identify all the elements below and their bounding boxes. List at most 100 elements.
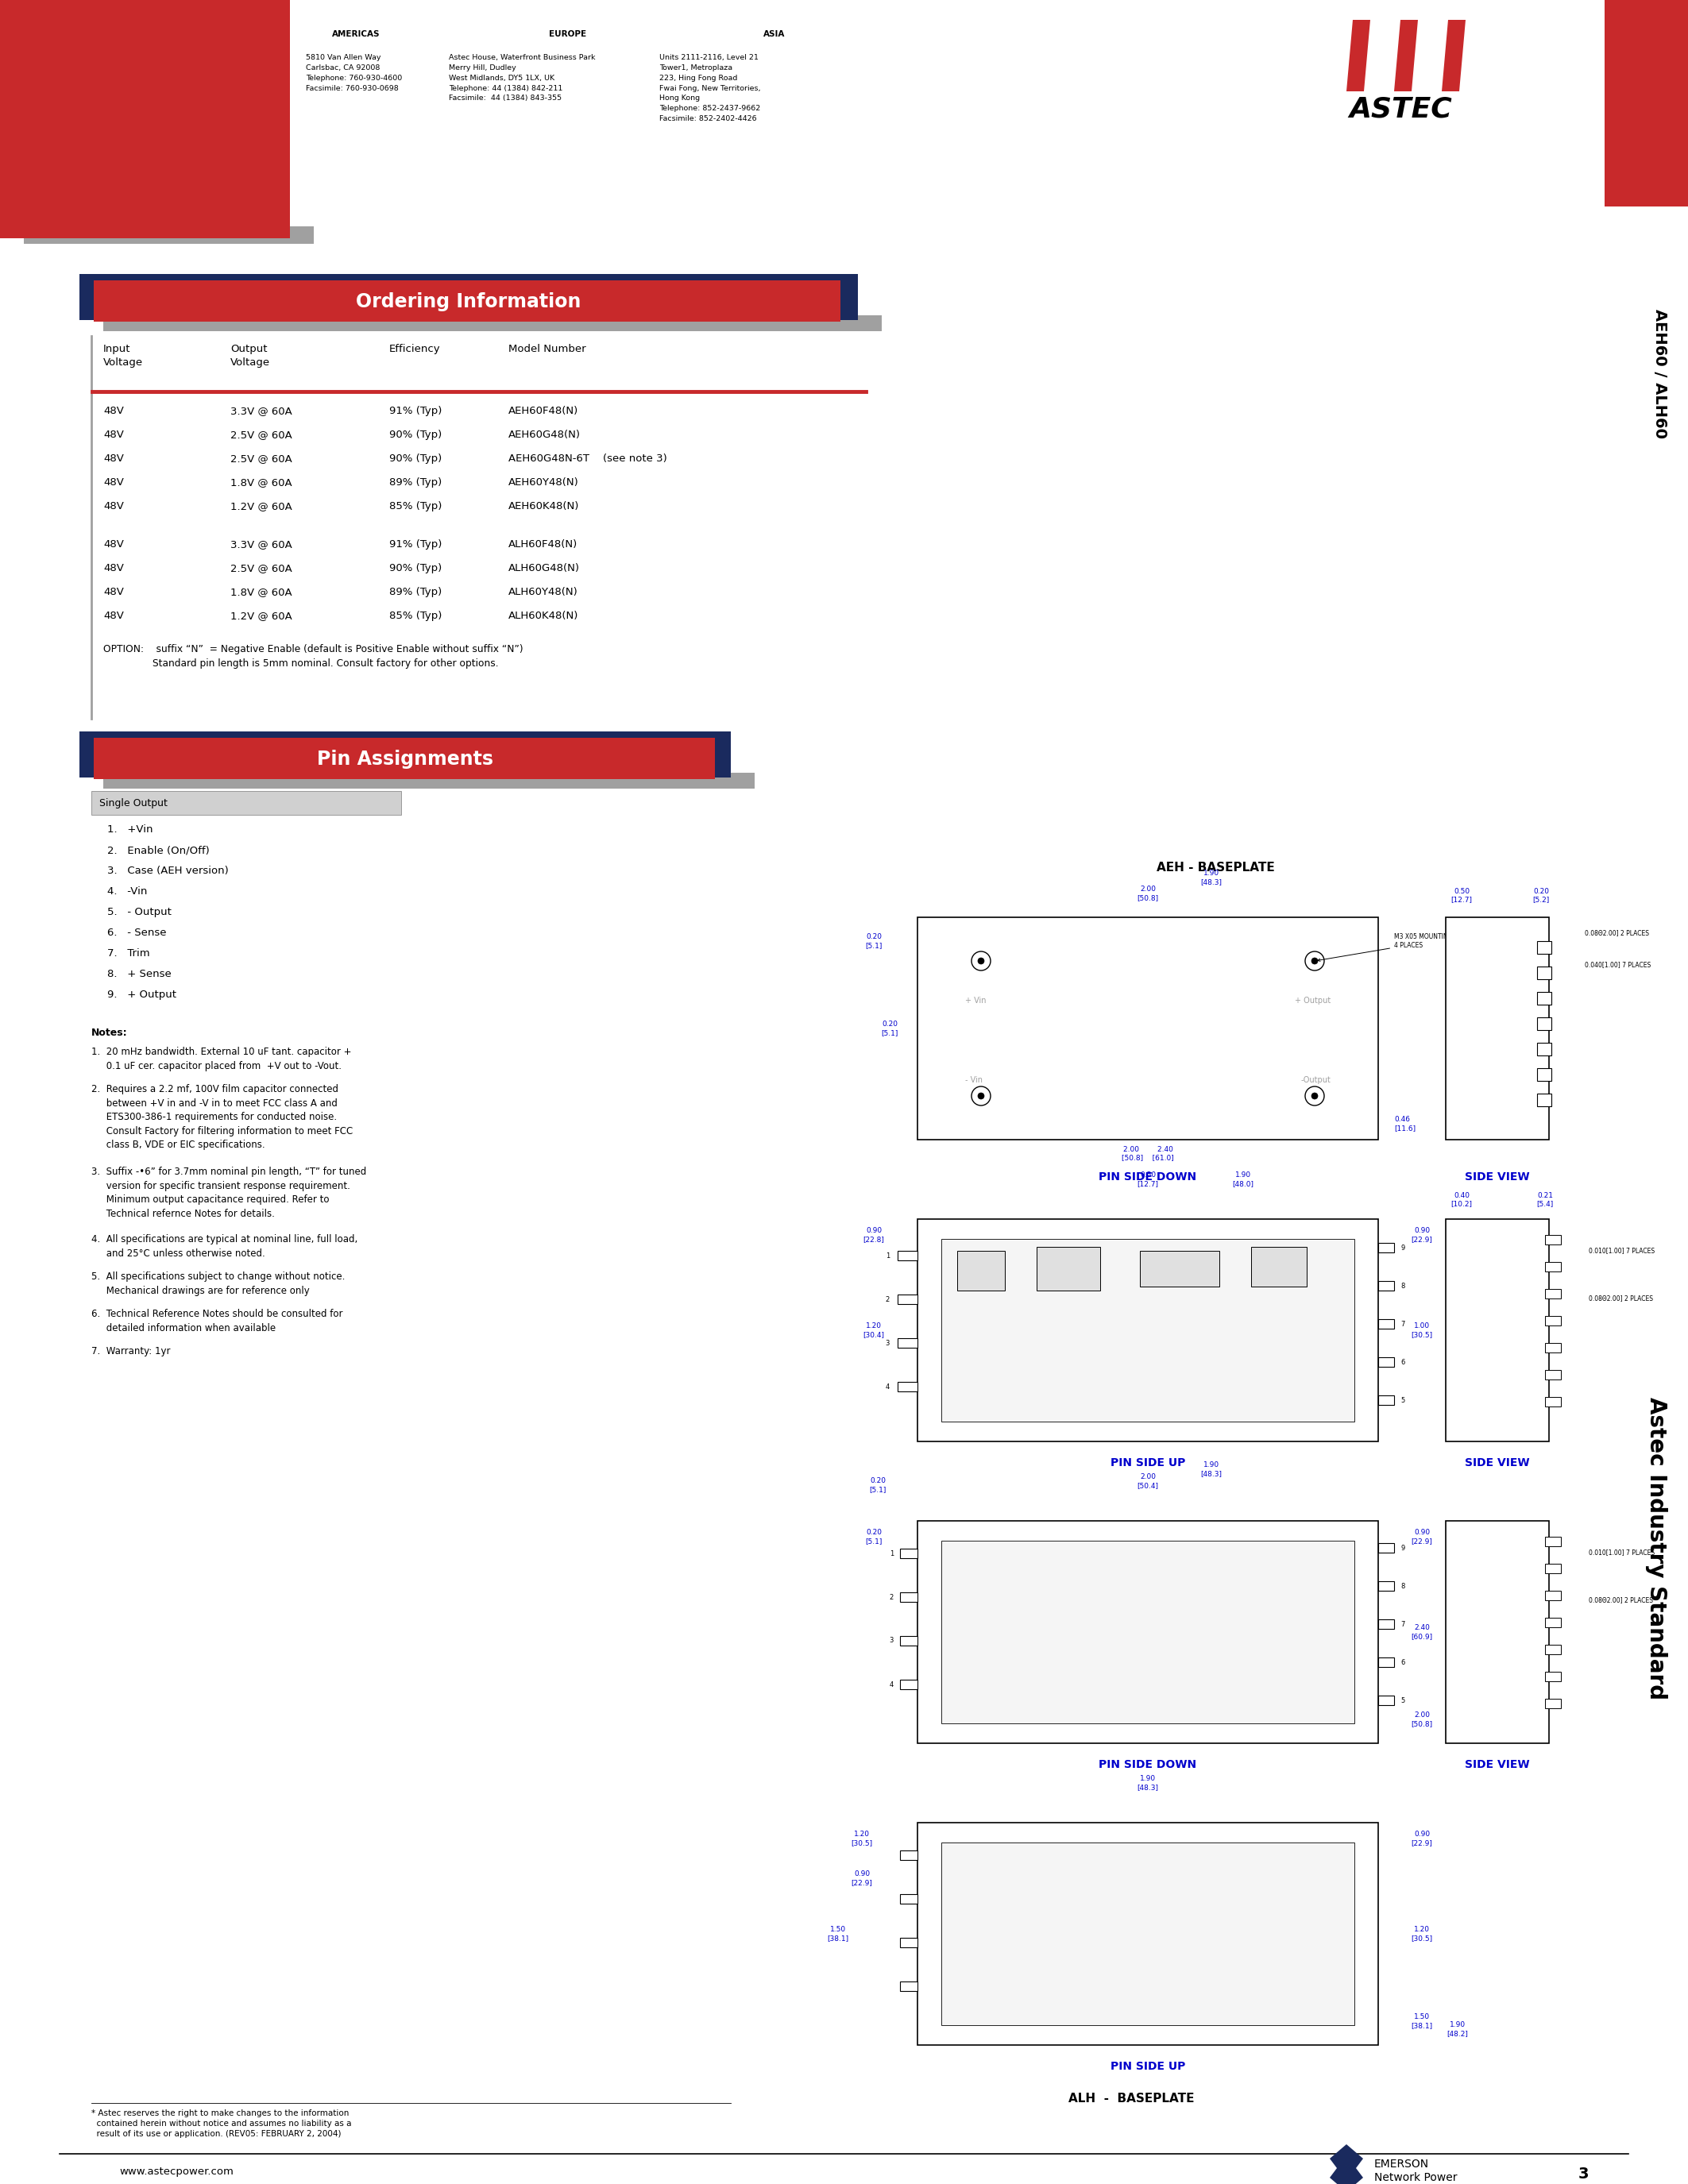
Circle shape — [977, 959, 984, 963]
Text: 1: 1 — [886, 1251, 890, 1260]
Text: Ordering Information: Ordering Information — [356, 293, 581, 312]
Text: 91% (Typ): 91% (Typ) — [390, 406, 442, 417]
Text: 0.90
[22.8]: 0.90 [22.8] — [863, 1227, 885, 1243]
Text: + Output: + Output — [1300, 1581, 1339, 1588]
Bar — [942, 1540, 1354, 1723]
Bar — [24, 227, 314, 245]
Bar — [900, 1850, 918, 1861]
Text: SIDE VIEW: SIDE VIEW — [1465, 1758, 1529, 1771]
Bar — [1538, 968, 1551, 978]
Text: 1.8V @ 60A: 1.8V @ 60A — [230, 478, 292, 487]
Text: 0.21
[5.4]: 0.21 [5.4] — [1536, 1192, 1553, 1208]
Text: 91% (Typ): 91% (Typ) — [390, 539, 442, 550]
Bar — [1445, 1219, 1550, 1441]
Bar — [1545, 1234, 1561, 1245]
Text: Astec Industry Standard: Astec Industry Standard — [1646, 1398, 1668, 1699]
Text: 0.90
[22.9]: 0.90 [22.9] — [1411, 1529, 1433, 1544]
Text: 1.50
[38.1]: 1.50 [38.1] — [1411, 2014, 1433, 2029]
Text: 5.  All specifications subject to change without notice.
     Mechanical drawing: 5. All specifications subject to change … — [91, 1271, 344, 1295]
Bar — [1538, 1018, 1551, 1031]
Bar — [1605, 0, 1688, 207]
Text: 7.  Warranty: 1yr: 7. Warranty: 1yr — [91, 1345, 170, 1356]
Text: AEH60G48(N): AEH60G48(N) — [508, 430, 581, 439]
Bar — [1545, 1317, 1561, 1326]
Bar — [1377, 1356, 1394, 1367]
Text: AEH60G48N-6T    (see note 3): AEH60G48N-6T (see note 3) — [508, 454, 667, 463]
Bar — [1377, 1695, 1394, 1706]
Text: 6: 6 — [1401, 1358, 1404, 1365]
Polygon shape — [1371, 20, 1394, 92]
Text: 3.  Suffix -•6” for 3.7mm nominal pin length, “T” for tuned
     version for spe: 3. Suffix -•6” for 3.7mm nominal pin len… — [91, 1166, 366, 1219]
Text: 1.8V @ 60A: 1.8V @ 60A — [230, 587, 292, 596]
Bar — [79, 732, 731, 778]
Text: PIN SIDE DOWN: PIN SIDE DOWN — [1099, 1171, 1197, 1182]
Bar — [95, 738, 716, 780]
Bar — [103, 773, 755, 788]
Bar — [79, 273, 858, 321]
Text: Pin Assignments: Pin Assignments — [317, 749, 493, 769]
Text: 6: 6 — [1401, 1658, 1404, 1666]
Text: Astec House, Waterfront Business Park
Merry Hill, Dudley
West Midlands, DY5 1LX,: Astec House, Waterfront Business Park Me… — [449, 55, 596, 103]
Text: 3.3V @ 60A: 3.3V @ 60A — [230, 406, 292, 417]
Text: 85% (Typ): 85% (Typ) — [390, 612, 442, 620]
Bar — [1545, 1618, 1561, 1627]
Bar — [942, 1238, 1354, 1422]
Text: + Output: + Output — [1295, 996, 1330, 1005]
Bar — [1538, 992, 1551, 1005]
Text: 3: 3 — [890, 1638, 893, 1645]
Bar — [1545, 1398, 1561, 1406]
Text: 0.90
[22.9]: 0.90 [22.9] — [851, 1870, 873, 1887]
Bar — [898, 1382, 918, 1391]
Bar — [1538, 1094, 1551, 1107]
Text: 8.   + Sense: 8. + Sense — [108, 970, 172, 978]
Text: 2.5V @ 60A: 2.5V @ 60A — [230, 430, 292, 439]
Text: 48V: 48V — [103, 539, 123, 550]
Bar — [942, 1843, 1354, 2025]
Circle shape — [977, 1092, 984, 1099]
Polygon shape — [1330, 2145, 1364, 2184]
Text: 6.  Technical Reference Notes should be consulted for
     detailed information : 6. Technical Reference Notes should be c… — [91, 1308, 343, 1332]
Polygon shape — [1442, 20, 1465, 92]
Text: ALH60Y48(N): ALH60Y48(N) — [508, 587, 577, 596]
Bar — [1545, 1343, 1561, 1352]
Bar — [918, 1824, 1377, 2044]
Bar — [1377, 1544, 1394, 1553]
Text: 48V: 48V — [103, 406, 123, 417]
Text: ALH  -  BASEPLATE: ALH - BASEPLATE — [1069, 2092, 1195, 2105]
Text: Model Number: Model Number — [508, 343, 586, 354]
Text: M3 X05 MOUNTING HOLE
4 PLACES: M3 X05 MOUNTING HOLE 4 PLACES — [1318, 933, 1470, 961]
Text: 1.2V @ 60A: 1.2V @ 60A — [230, 612, 292, 620]
Text: 0.08Θ2.00] 2 PLACES: 0.08Θ2.00] 2 PLACES — [1588, 1295, 1653, 1302]
Text: 48V: 48V — [103, 587, 123, 596]
Circle shape — [1312, 959, 1318, 963]
Text: ALH60K48(N): ALH60K48(N) — [508, 612, 579, 620]
Text: PIN SIDE UP: PIN SIDE UP — [1111, 1457, 1185, 1468]
Text: 1.20
[30.5]: 1.20 [30.5] — [1411, 1926, 1433, 1942]
Bar — [1545, 1538, 1561, 1546]
Bar — [1445, 917, 1550, 1140]
Text: 9.   + Output: 9. + Output — [108, 989, 176, 1000]
Bar — [1377, 1319, 1394, 1328]
Text: 1.90
[48.3]: 1.90 [48.3] — [1138, 1776, 1158, 1791]
Text: 0.040[1.00] 7 PLACES: 0.040[1.00] 7 PLACES — [1585, 961, 1651, 968]
Text: 7: 7 — [1401, 1621, 1404, 1627]
Text: SIDE VIEW: SIDE VIEW — [1465, 1171, 1529, 1182]
Bar — [1036, 1247, 1101, 1291]
Polygon shape — [1418, 20, 1442, 92]
Bar — [1377, 1618, 1394, 1629]
Text: 2.5V @ 60A: 2.5V @ 60A — [230, 454, 292, 463]
Bar — [900, 1592, 918, 1601]
Text: + Vin: + Vin — [966, 996, 986, 1005]
Text: EUROPE: EUROPE — [549, 31, 587, 37]
Text: 8: 8 — [1401, 1282, 1404, 1289]
Text: 4: 4 — [886, 1382, 890, 1391]
Text: Output
Voltage: Output Voltage — [230, 343, 270, 367]
Text: www.astecpower.com: www.astecpower.com — [120, 2167, 233, 2177]
Text: 48V: 48V — [103, 612, 123, 620]
Text: 5: 5 — [1401, 1396, 1404, 1404]
Text: 2.00
[50.8]: 2.00 [50.8] — [1138, 887, 1158, 902]
Text: 1.50
[30.2]: 1.50 [30.2] — [1447, 1417, 1469, 1433]
Text: 0.20
[5.2]: 0.20 [5.2] — [1533, 887, 1550, 902]
Text: 7: 7 — [1401, 1321, 1404, 1328]
Text: 5810 Van Allen Way
Carlsbac, CA 92008
Telephone: 760-930-4600
Facsimile: 760-930: 5810 Van Allen Way Carlsbac, CA 92008 Te… — [306, 55, 402, 92]
